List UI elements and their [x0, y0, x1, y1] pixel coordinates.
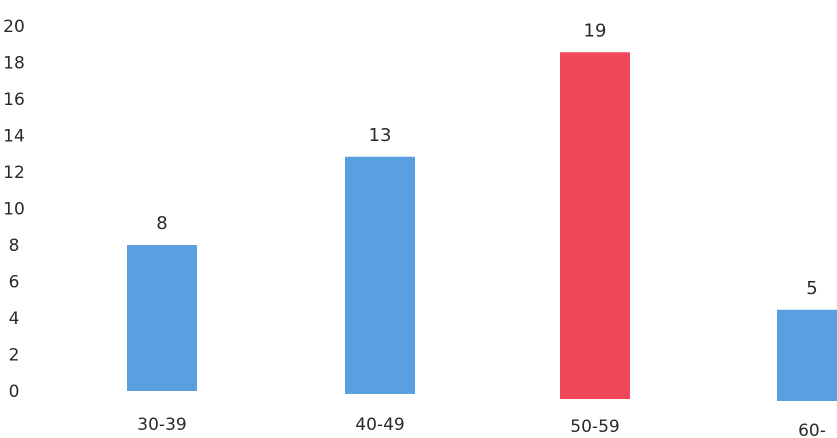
y-tick-label: 10: [3, 200, 25, 220]
y-tick-label: 8: [9, 236, 20, 256]
y-tick-label: 0: [9, 382, 20, 402]
value-labels: 8 13 19 5: [156, 20, 817, 299]
data-label-50-59: 19: [584, 20, 607, 41]
y-axis: 0 2 4 6 8 10 12 14 16 18 20: [3, 17, 25, 402]
y-tick-label: 14: [3, 127, 25, 147]
y-tick-label: 12: [3, 163, 25, 183]
y-tick-label: 20: [3, 17, 25, 37]
x-axis: 30-39 40-49 50-59 60-: [137, 415, 826, 438]
bars: [127, 52, 837, 401]
data-label-60-: 5: [806, 278, 817, 299]
bar-60-: [777, 309, 837, 401]
bar-50-59: [560, 52, 630, 399]
data-label-30-39: 8: [156, 213, 167, 234]
y-tick-label: 16: [3, 90, 25, 110]
y-tick-label: 18: [3, 54, 25, 74]
bar-40-49: [345, 156, 415, 394]
data-label-40-49: 13: [369, 125, 392, 146]
y-tick-label: 2: [9, 346, 20, 366]
category-label-60-: 60-: [798, 421, 826, 438]
category-label-30-39: 30-39: [137, 415, 186, 435]
y-tick-label: 6: [9, 273, 20, 293]
y-tick-label: 4: [9, 309, 20, 329]
category-label-50-59: 50-59: [570, 417, 619, 437]
bar-30-39: [127, 245, 197, 391]
category-label-40-49: 40-49: [355, 415, 404, 435]
